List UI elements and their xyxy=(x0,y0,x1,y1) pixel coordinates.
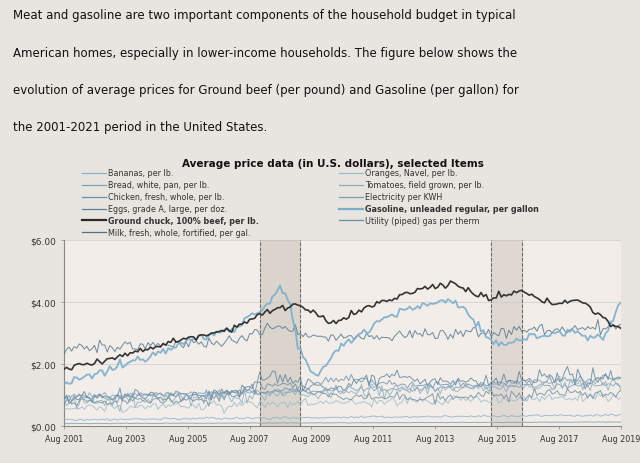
Text: Oranges, Navel, per lb.: Oranges, Navel, per lb. xyxy=(365,169,458,178)
Bar xyxy=(260,241,300,426)
Text: Bananas, per lb.: Bananas, per lb. xyxy=(108,169,173,178)
Text: Ground chuck, 100% beef, per lb.: Ground chuck, 100% beef, per lb. xyxy=(108,217,259,225)
Text: Average price data (in U.S. dollars), selected Items: Average price data (in U.S. dollars), se… xyxy=(182,158,484,168)
Text: evolution of average prices for Ground beef (per pound) and Gasoline (per gallon: evolution of average prices for Ground b… xyxy=(13,84,518,97)
Text: Meat and gasoline are two important components of the household budget in typica: Meat and gasoline are two important comp… xyxy=(13,9,515,22)
Bar xyxy=(491,241,522,426)
Text: the 2001-2021 period in the United States.: the 2001-2021 period in the United State… xyxy=(13,121,267,134)
Text: Chicken, fresh, whole, per lb.: Chicken, fresh, whole, per lb. xyxy=(108,193,225,202)
Text: Gasoline, unleaded regular, per gallon: Gasoline, unleaded regular, per gallon xyxy=(365,205,540,213)
Text: Milk, fresh, whole, fortified, per gal.: Milk, fresh, whole, fortified, per gal. xyxy=(108,228,251,238)
Text: Electricity per KWH: Electricity per KWH xyxy=(365,193,443,202)
Text: Bread, white, pan, per lb.: Bread, white, pan, per lb. xyxy=(108,181,210,190)
Text: Eggs, grade A, large, per doz.: Eggs, grade A, large, per doz. xyxy=(108,205,227,213)
Text: Utility (piped) gas per therm: Utility (piped) gas per therm xyxy=(365,217,480,225)
Text: Tomatoes, field grown, per lb.: Tomatoes, field grown, per lb. xyxy=(365,181,484,190)
Text: American homes, especially in lower-income households. The figure below shows th: American homes, especially in lower-inco… xyxy=(13,47,517,60)
